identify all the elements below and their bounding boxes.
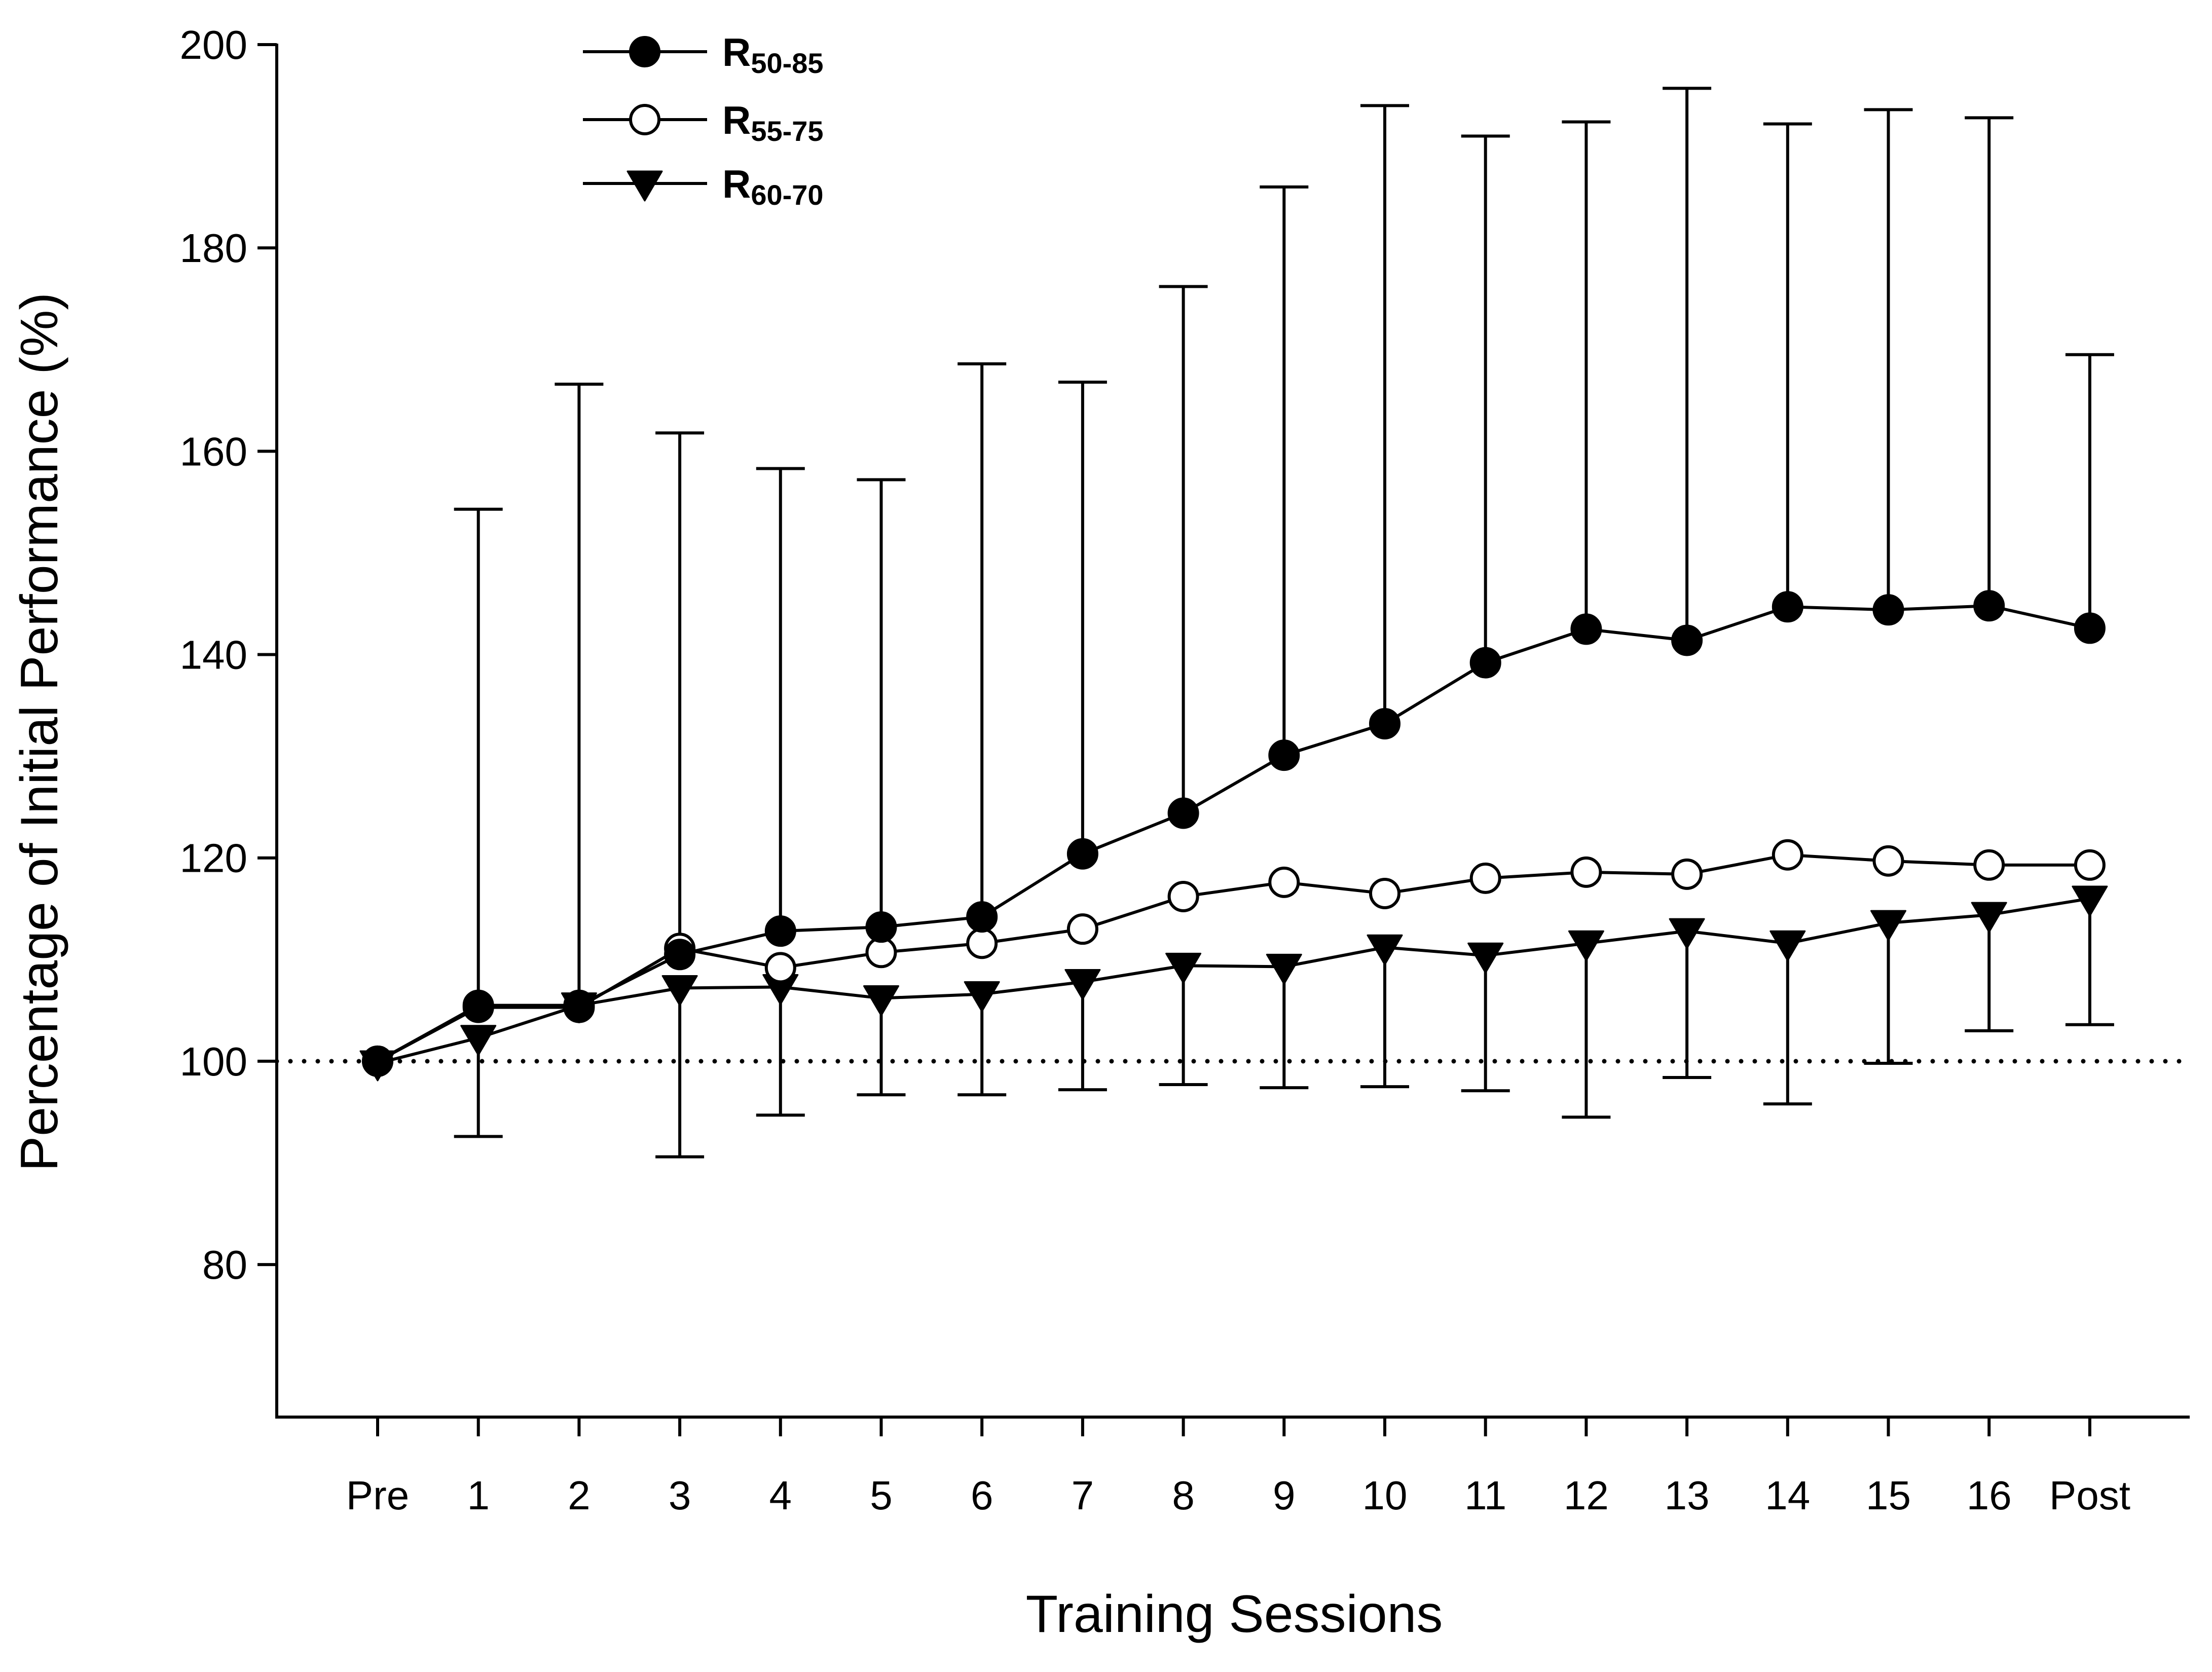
data-point-r50-85 bbox=[362, 1045, 393, 1077]
x-tick-label: Pre bbox=[346, 1473, 410, 1518]
x-axis-title: Training Sessions bbox=[1026, 1585, 1443, 1644]
data-point-r50-85 bbox=[865, 911, 897, 943]
data-point-r50-85 bbox=[764, 915, 796, 947]
y-axis-title: Percentage of Initial Performance (%) bbox=[10, 292, 69, 1171]
data-point-r50-85 bbox=[1772, 591, 1803, 623]
data-point-r55-75 bbox=[1469, 862, 1501, 894]
x-tick-label: 12 bbox=[1564, 1473, 1609, 1518]
data-point-r60-70 bbox=[1467, 942, 1504, 974]
data-point-r50-85 bbox=[1268, 739, 1300, 771]
x-tick-label: 2 bbox=[568, 1473, 591, 1518]
data-point-r60-70 bbox=[863, 985, 899, 1017]
y-tick-label: 200 bbox=[180, 22, 247, 67]
x-tick-label: 16 bbox=[1967, 1473, 2012, 1518]
data-point-r50-85 bbox=[1369, 708, 1400, 739]
x-tick-label: 11 bbox=[1464, 1473, 1506, 1518]
x-tick-label: 4 bbox=[769, 1473, 792, 1518]
y-tick-label: 140 bbox=[180, 633, 247, 678]
data-point-r50-85 bbox=[1167, 797, 1199, 829]
data-point-r60-70 bbox=[661, 975, 698, 1006]
x-tick-label: 3 bbox=[669, 1473, 691, 1518]
x-tick-label: 6 bbox=[971, 1473, 993, 1518]
y-tick-label: 120 bbox=[180, 836, 247, 881]
legend-marker-r55-75 bbox=[629, 104, 660, 135]
x-tick-label: Post bbox=[2049, 1473, 2130, 1518]
data-point-r50-85 bbox=[966, 901, 998, 933]
data-point-r50-85 bbox=[1066, 838, 1098, 870]
y-tick-label: 180 bbox=[180, 226, 247, 271]
data-point-r50-85 bbox=[664, 939, 696, 971]
x-tick-label: 1 bbox=[467, 1473, 490, 1518]
data-point-r55-75 bbox=[1369, 877, 1400, 909]
data-point-r60-70 bbox=[2072, 885, 2108, 917]
data-point-r55-75 bbox=[1066, 913, 1098, 945]
data-point-r50-85 bbox=[1469, 647, 1501, 679]
x-tick-label: 9 bbox=[1273, 1473, 1296, 1518]
error-bars bbox=[454, 87, 2114, 1159]
data-point-r60-70 bbox=[1568, 930, 1604, 961]
y-tick-label: 100 bbox=[180, 1039, 247, 1084]
data-point-r60-70 bbox=[1367, 934, 1403, 965]
data-point-r55-75 bbox=[1671, 858, 1703, 890]
data-point-r55-75 bbox=[2074, 849, 2106, 881]
data-point-r60-70 bbox=[1769, 930, 1806, 961]
data-point-r55-75 bbox=[1872, 845, 1904, 877]
x-tick-label: 15 bbox=[1866, 1473, 1911, 1518]
data-point-r60-70 bbox=[1064, 969, 1101, 1000]
data-point-r50-85 bbox=[563, 989, 595, 1021]
legend-label-r60-70: R60-70 bbox=[722, 162, 824, 211]
data-point-r60-70 bbox=[1870, 910, 1906, 941]
x-tick-label: 10 bbox=[1362, 1473, 1408, 1518]
data-point-r50-85 bbox=[1671, 624, 1703, 656]
data-point-r55-75 bbox=[1772, 839, 1803, 871]
series-lines bbox=[377, 604, 2090, 1065]
data-point-r55-75 bbox=[1167, 880, 1199, 912]
data-point-r55-75 bbox=[966, 927, 998, 959]
data-point-r55-75 bbox=[1570, 856, 1602, 888]
legend: R50-85 R55-75 R60-70 bbox=[583, 30, 824, 211]
x-tick-label: 14 bbox=[1765, 1473, 1810, 1518]
x-tick-label: 8 bbox=[1172, 1473, 1195, 1518]
y-tick-label: 160 bbox=[180, 429, 247, 474]
data-point-r50-85 bbox=[462, 989, 494, 1021]
x-tick-label: 13 bbox=[1665, 1473, 1710, 1518]
data-point-r50-85 bbox=[1570, 613, 1602, 645]
data-point-r50-85 bbox=[1872, 594, 1904, 626]
series-line-r50-85 bbox=[377, 604, 2090, 1063]
data-point-r55-75 bbox=[1268, 866, 1300, 898]
data-point-r60-70 bbox=[1971, 902, 2007, 933]
series-line-r55-75 bbox=[377, 853, 2090, 1063]
x-tick-label: 5 bbox=[870, 1473, 893, 1518]
data-point-r60-70 bbox=[1669, 918, 1705, 949]
legend-marker-r60-70 bbox=[626, 170, 663, 202]
data-point-r60-70 bbox=[964, 981, 1000, 1013]
legend-marker-r50-85 bbox=[629, 36, 660, 67]
data-point-r50-85 bbox=[1973, 590, 2005, 622]
series-line-r60-70 bbox=[377, 897, 2090, 1065]
data-point-r60-70 bbox=[1165, 952, 1202, 984]
data-point-r60-70 bbox=[1266, 953, 1302, 985]
legend-label-r50-85: R50-85 bbox=[722, 30, 824, 79]
data-point-r55-75 bbox=[764, 952, 796, 984]
series-markers bbox=[359, 590, 2108, 1082]
legend-label-r55-75: R55-75 bbox=[722, 98, 824, 147]
y-tick-label: 80 bbox=[202, 1242, 247, 1287]
data-point-r60-70 bbox=[460, 1025, 497, 1056]
data-point-r55-75 bbox=[1973, 849, 2005, 881]
data-point-r50-85 bbox=[2074, 612, 2106, 644]
x-tick-label: 7 bbox=[1072, 1473, 1094, 1518]
